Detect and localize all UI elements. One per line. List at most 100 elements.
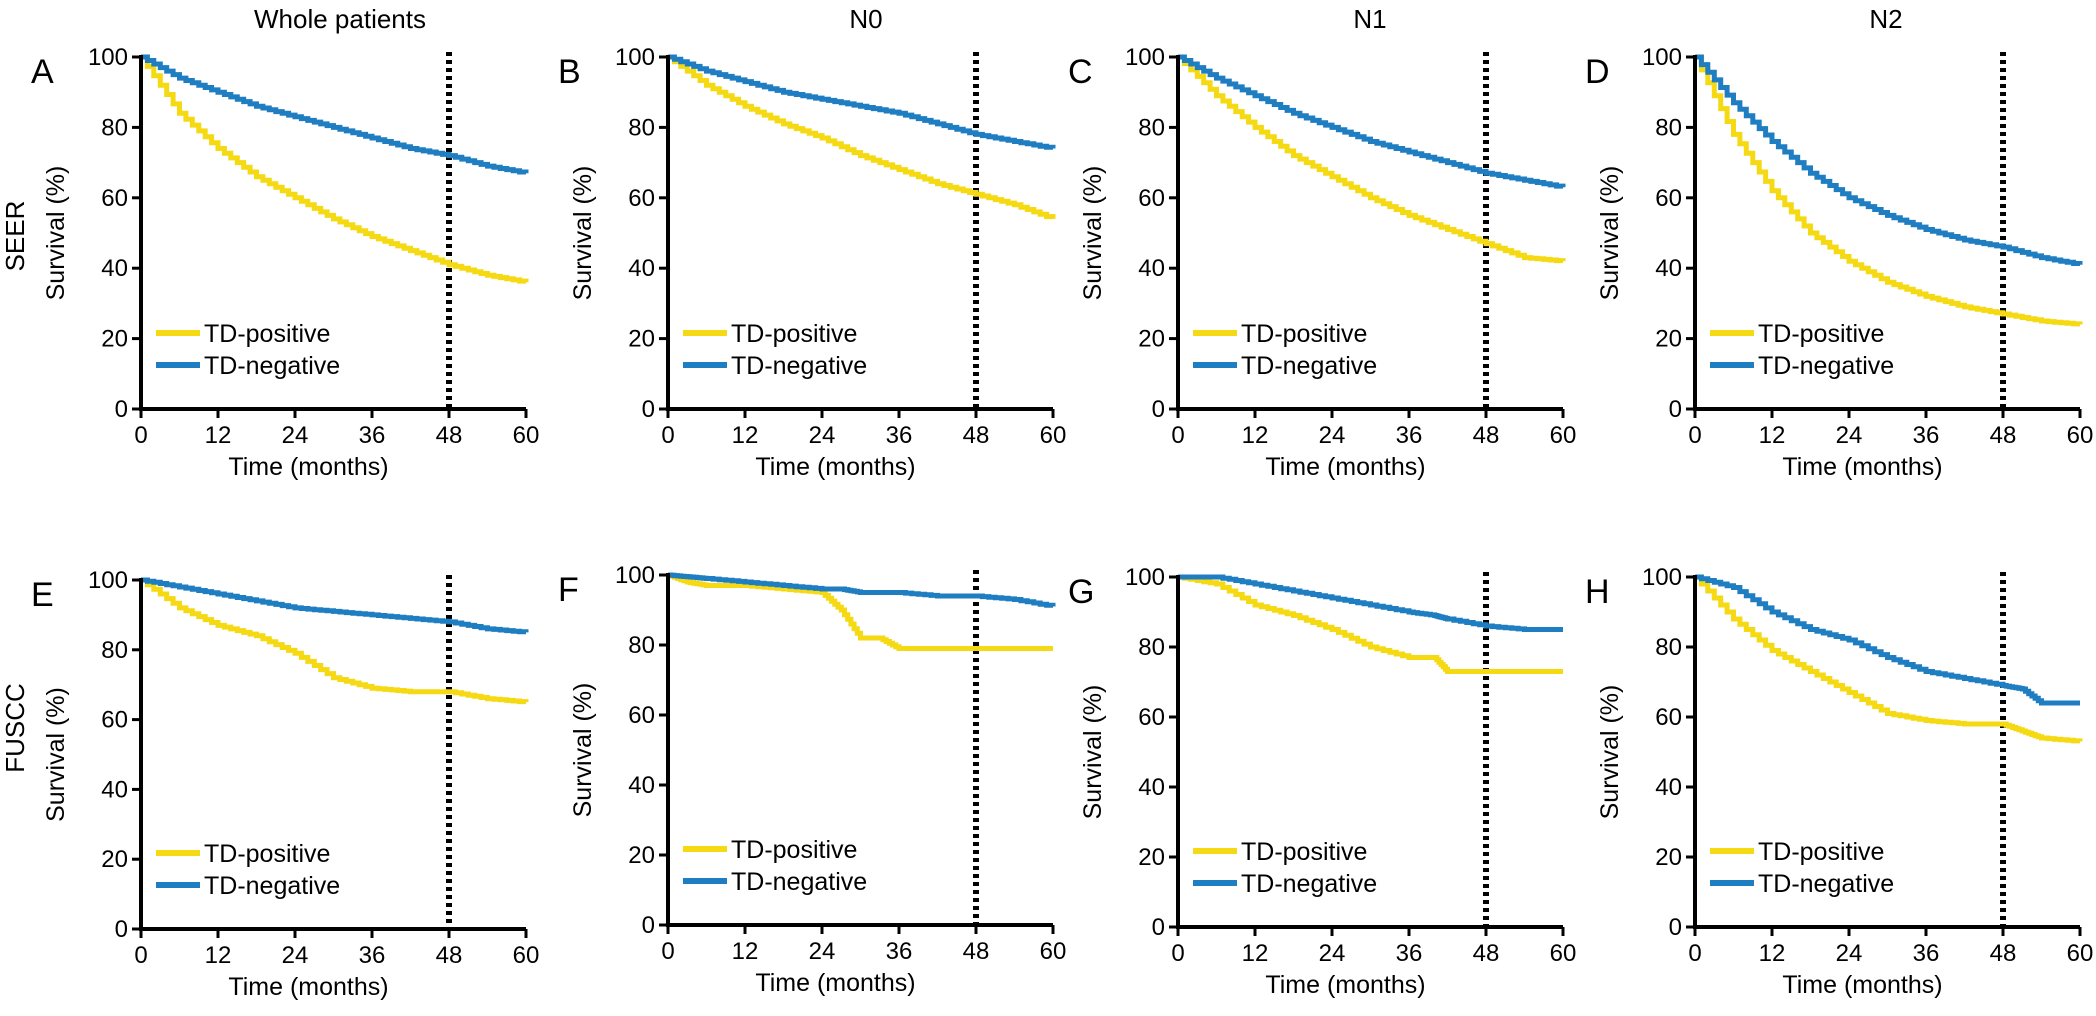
x-axis-label-a: Time (months) bbox=[228, 453, 388, 481]
y-axis-label-h: Survival (%) bbox=[1596, 685, 1624, 820]
x-tick-label-a-36: 36 bbox=[359, 422, 386, 449]
x-tick-label-d-48: 48 bbox=[1990, 422, 2017, 449]
y-tick-label-h-60: 60 bbox=[1655, 704, 1682, 731]
panel-e: E 0 20 40 60 80 100 0 12 24 36 48 60 Time (months) Sur… bbox=[31, 567, 539, 1001]
series-line-f-td-negative bbox=[668, 572, 1056, 608]
y-axis-label-c: Survival (%) bbox=[1079, 166, 1107, 301]
x-tick-label-d-60: 60 bbox=[2067, 422, 2094, 449]
x-tick-label-b-0: 0 bbox=[661, 422, 674, 449]
x-tick-label-g-12: 12 bbox=[1242, 940, 1269, 967]
x-tick-label-e-36: 36 bbox=[359, 942, 386, 969]
x-tick-label-d-12: 12 bbox=[1759, 422, 1786, 449]
legend-label-b-td-negative: TD-negative bbox=[731, 352, 867, 380]
x-tick-label-e-12: 12 bbox=[205, 942, 232, 969]
x-tick-label-d-0: 0 bbox=[1688, 422, 1701, 449]
x-tick-label-f-24: 24 bbox=[809, 938, 836, 965]
x-tick-label-c-12: 12 bbox=[1242, 422, 1269, 449]
y-tick-label-c-40: 40 bbox=[1138, 255, 1165, 282]
x-tick-label-a-0: 0 bbox=[134, 422, 147, 449]
series-line-e-td-positive bbox=[141, 577, 529, 705]
panel-letter-h: H bbox=[1585, 573, 1610, 611]
x-tick-label-h-60: 60 bbox=[2067, 940, 2094, 967]
panel-a: A 0 20 40 60 80 100 0 12 24 36 48 60 Time (months) Sur… bbox=[31, 44, 539, 481]
y-tick-label-g-100: 100 bbox=[1125, 564, 1165, 591]
panel-letter-c: C bbox=[1068, 53, 1093, 91]
series-line-d-td-negative bbox=[1695, 54, 2083, 266]
x-tick-label-a-12: 12 bbox=[205, 422, 232, 449]
y-tick-label-c-20: 20 bbox=[1138, 326, 1165, 353]
panel-letter-b: B bbox=[558, 53, 581, 91]
legend-label-g-td-negative: TD-negative bbox=[1241, 870, 1377, 898]
y-tick-label-a-0: 0 bbox=[115, 396, 128, 423]
y-tick-label-g-60: 60 bbox=[1138, 704, 1165, 731]
y-tick-label-e-80: 80 bbox=[101, 637, 128, 664]
y-tick-label-f-40: 40 bbox=[628, 772, 655, 799]
x-tick-label-c-0: 0 bbox=[1171, 422, 1184, 449]
y-tick-label-d-60: 60 bbox=[1655, 185, 1682, 212]
x-tick-label-f-48: 48 bbox=[963, 938, 990, 965]
legend-label-d-td-positive: TD-positive bbox=[1758, 320, 1884, 348]
y-tick-label-f-100: 100 bbox=[615, 562, 655, 589]
legend-label-d-td-negative: TD-negative bbox=[1758, 352, 1894, 380]
y-tick-label-e-40: 40 bbox=[101, 776, 128, 803]
x-tick-label-h-12: 12 bbox=[1759, 940, 1786, 967]
y-tick-label-b-40: 40 bbox=[628, 255, 655, 282]
x-tick-label-g-24: 24 bbox=[1319, 940, 1346, 967]
y-axis-label-f: Survival (%) bbox=[569, 683, 597, 818]
x-tick-label-g-48: 48 bbox=[1473, 940, 1500, 967]
x-tick-label-d-24: 24 bbox=[1836, 422, 1863, 449]
y-tick-label-c-60: 60 bbox=[1138, 185, 1165, 212]
series-line-c-td-positive bbox=[1178, 54, 1566, 264]
panel-b: B 0 20 40 60 80 100 0 12 24 36 48 60 Time (months) Sur… bbox=[558, 44, 1066, 481]
x-tick-label-h-48: 48 bbox=[1990, 940, 2017, 967]
legend-label-h-td-negative: TD-negative bbox=[1758, 870, 1894, 898]
y-tick-label-h-80: 80 bbox=[1655, 634, 1682, 661]
y-tick-label-a-20: 20 bbox=[101, 326, 128, 353]
legend-label-e-td-positive: TD-positive bbox=[204, 840, 330, 868]
panel-c: C 0 20 40 60 80 100 0 12 24 36 48 60 Time (months) Sur… bbox=[1068, 44, 1576, 481]
panel-d: D 0 20 40 60 80 100 0 12 24 36 48 60 Time (months) Sur… bbox=[1585, 44, 2093, 481]
legend-label-c-td-negative: TD-negative bbox=[1241, 352, 1377, 380]
x-tick-label-e-60: 60 bbox=[513, 942, 540, 969]
panel-letter-a: A bbox=[31, 53, 54, 91]
column-title-whole-patients: Whole patients bbox=[254, 4, 426, 34]
series-line-b-td-negative bbox=[668, 54, 1056, 150]
x-tick-label-g-36: 36 bbox=[1396, 940, 1423, 967]
legend-label-a-td-negative: TD-negative bbox=[204, 352, 340, 380]
y-tick-label-b-20: 20 bbox=[628, 326, 655, 353]
x-tick-label-c-48: 48 bbox=[1473, 422, 1500, 449]
x-tick-label-e-48: 48 bbox=[436, 942, 463, 969]
x-tick-label-e-24: 24 bbox=[282, 942, 309, 969]
y-tick-label-c-0: 0 bbox=[1152, 396, 1165, 423]
panels: A 0 20 40 60 80 100 0 12 24 36 48 60 Time (months) Sur… bbox=[31, 44, 2093, 1001]
series-line-a-td-positive bbox=[141, 54, 529, 284]
series-line-c-td-negative bbox=[1178, 54, 1566, 189]
y-tick-label-b-100: 100 bbox=[615, 44, 655, 71]
x-axis-label-b: Time (months) bbox=[755, 453, 915, 481]
y-tick-label-h-40: 40 bbox=[1655, 774, 1682, 801]
series-line-e-td-negative bbox=[141, 577, 529, 635]
x-tick-label-c-36: 36 bbox=[1396, 422, 1423, 449]
series-line-h-td-negative bbox=[1695, 574, 2080, 706]
x-tick-label-a-48: 48 bbox=[436, 422, 463, 449]
y-tick-label-c-80: 80 bbox=[1138, 114, 1165, 141]
x-tick-label-f-60: 60 bbox=[1040, 938, 1067, 965]
y-tick-label-g-80: 80 bbox=[1138, 634, 1165, 661]
x-tick-label-d-36: 36 bbox=[1913, 422, 1940, 449]
panel-g: G 0 20 40 60 80 100 0 12 24 36 48 60 Time (months) Sur… bbox=[1068, 564, 1576, 999]
y-tick-label-g-0: 0 bbox=[1152, 914, 1165, 941]
x-axis-label-g: Time (months) bbox=[1265, 971, 1425, 999]
series-line-g-td-negative bbox=[1178, 574, 1563, 632]
y-tick-label-a-100: 100 bbox=[88, 44, 128, 71]
panel-letter-g: G bbox=[1068, 573, 1094, 611]
x-tick-label-h-0: 0 bbox=[1688, 940, 1701, 967]
y-axis-label-e: Survival (%) bbox=[42, 687, 70, 822]
series-line-g-td-positive bbox=[1178, 574, 1563, 674]
y-tick-label-f-0: 0 bbox=[642, 912, 655, 939]
row-label-fuscc: FUSCC bbox=[0, 683, 30, 773]
y-tick-label-d-0: 0 bbox=[1669, 396, 1682, 423]
legend-label-a-td-positive: TD-positive bbox=[204, 320, 330, 348]
y-tick-label-d-20: 20 bbox=[1655, 326, 1682, 353]
column-title-n1: N1 bbox=[1353, 4, 1386, 34]
